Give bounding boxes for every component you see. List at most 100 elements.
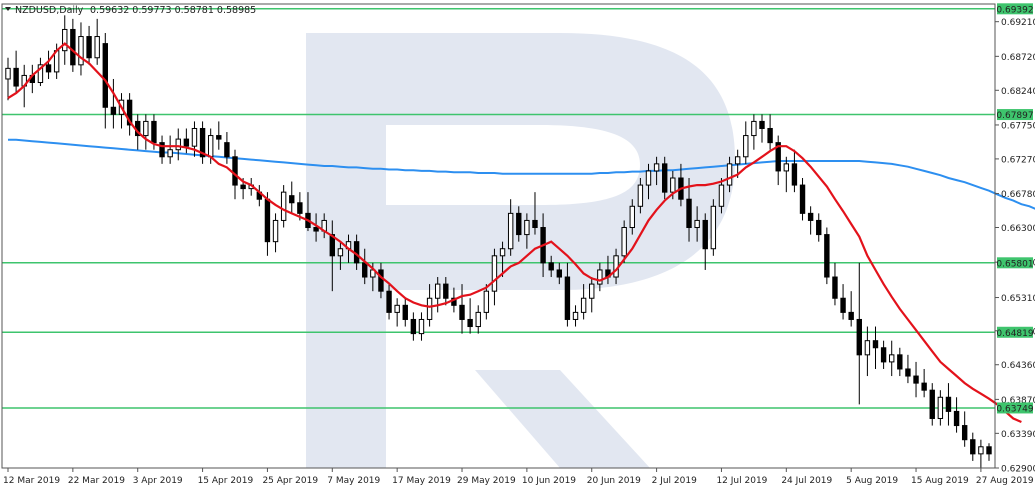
candle xyxy=(589,277,595,313)
candle-body-bull xyxy=(175,138,181,151)
candle-body-bull xyxy=(743,135,749,158)
candle xyxy=(937,390,944,426)
candle xyxy=(970,432,976,461)
candle xyxy=(475,305,481,334)
candle-body-bear xyxy=(848,311,854,320)
y-tick-label: 0.67270 xyxy=(1001,155,1035,165)
candle-body-bear xyxy=(86,36,92,59)
time-axis: 12 Mar 2019 22 Mar 2019 3 Apr 2019 15 Apr 2… xyxy=(3,468,1034,486)
symbol-dropdown-icon[interactable] xyxy=(5,7,11,11)
candle xyxy=(183,128,190,154)
candle xyxy=(929,383,935,426)
y-tick-label: 0.68720 xyxy=(1001,53,1035,63)
candle-body-bear xyxy=(110,106,117,115)
candle xyxy=(767,114,773,150)
candle xyxy=(897,347,903,377)
candle-body-bear xyxy=(702,219,708,250)
candle xyxy=(889,340,895,377)
candle xyxy=(807,206,814,235)
x-tick-label: 25 Apr 2019 xyxy=(262,476,318,486)
candle-body-bear xyxy=(240,184,246,190)
candle xyxy=(459,284,465,334)
candle-body-bear xyxy=(459,304,465,320)
candle-body-bear xyxy=(386,290,392,313)
candle xyxy=(483,284,490,320)
ema-fast-line xyxy=(7,42,1022,424)
x-tick-label: 5 Aug 2019 xyxy=(846,476,898,486)
candle xyxy=(718,178,725,214)
candle-body-bear xyxy=(224,142,230,158)
candle xyxy=(443,277,449,306)
candle xyxy=(832,262,838,306)
candle xyxy=(289,181,295,214)
level-tag xyxy=(997,402,1033,414)
candle xyxy=(662,156,668,200)
candle-body-bear xyxy=(799,184,806,214)
plot-frame xyxy=(1,3,996,469)
candle-body-bear xyxy=(45,64,52,73)
candle xyxy=(5,57,11,101)
level-tag xyxy=(997,3,1033,15)
candle xyxy=(418,312,425,341)
candle xyxy=(905,354,911,384)
candle-body-bull xyxy=(37,64,44,84)
candle xyxy=(840,284,846,320)
candle-body-bull xyxy=(670,177,676,193)
candle-body-bull xyxy=(637,184,644,207)
candle-body-bear xyxy=(410,318,417,335)
logo-accent-shape xyxy=(475,370,650,468)
candle xyxy=(499,241,506,278)
x-tick-label: 17 May 2019 xyxy=(392,476,451,486)
candle xyxy=(78,22,84,76)
candle xyxy=(167,135,173,164)
candle xyxy=(37,57,44,87)
candle xyxy=(507,199,514,256)
candle-body-bear xyxy=(564,276,571,320)
candle-body-bull xyxy=(207,135,214,158)
candle-body-bear xyxy=(929,389,935,419)
candle-body-bull xyxy=(434,283,441,299)
candle-body-bull xyxy=(718,184,725,207)
candle-body-bear xyxy=(516,212,522,236)
level-tag-label: 0.67897 xyxy=(996,111,1033,121)
candle xyxy=(264,192,271,256)
candle xyxy=(775,135,781,186)
logo-letter-shape xyxy=(306,33,735,468)
candle-body-bear xyxy=(264,198,271,243)
ma-slow-line xyxy=(8,138,1035,210)
candle-body-bull xyxy=(78,36,84,66)
candle xyxy=(961,411,968,447)
candle-body-bull xyxy=(645,170,652,186)
x-tick-label: 12 Mar 2019 xyxy=(3,476,60,486)
candle-body-bear xyxy=(767,127,773,144)
y-tick-label: 0.63390 xyxy=(1001,430,1035,440)
candle-body-bear xyxy=(921,382,927,391)
candle-body-bear xyxy=(102,43,108,108)
level-tag xyxy=(997,109,1033,121)
candle xyxy=(524,213,530,249)
ma-slow-layer xyxy=(8,138,1035,210)
candle xyxy=(978,439,984,468)
candle-body-bull xyxy=(889,354,895,363)
candle xyxy=(580,284,587,320)
candle-body-bear xyxy=(970,439,976,455)
candle xyxy=(426,284,433,327)
candle xyxy=(694,206,700,242)
candle-body-bull xyxy=(394,304,400,313)
candle xyxy=(110,78,117,129)
candle-body-bear xyxy=(791,163,798,186)
candle-body-bear xyxy=(686,198,692,229)
y-tick-label: 0.64360 xyxy=(1001,361,1035,371)
candle-body-bear xyxy=(159,142,165,158)
symbol-label: NZDUSD,Daily xyxy=(15,5,84,16)
candle xyxy=(629,199,635,235)
candle xyxy=(880,340,887,369)
x-tick-label: 12 Jul 2019 xyxy=(716,476,767,486)
candle xyxy=(751,114,757,150)
y-tick-label: 0.63870 xyxy=(1001,396,1035,406)
candle xyxy=(434,277,441,313)
level-tag-label: 0.63749 xyxy=(996,404,1033,414)
candle-body-bull xyxy=(978,446,984,455)
